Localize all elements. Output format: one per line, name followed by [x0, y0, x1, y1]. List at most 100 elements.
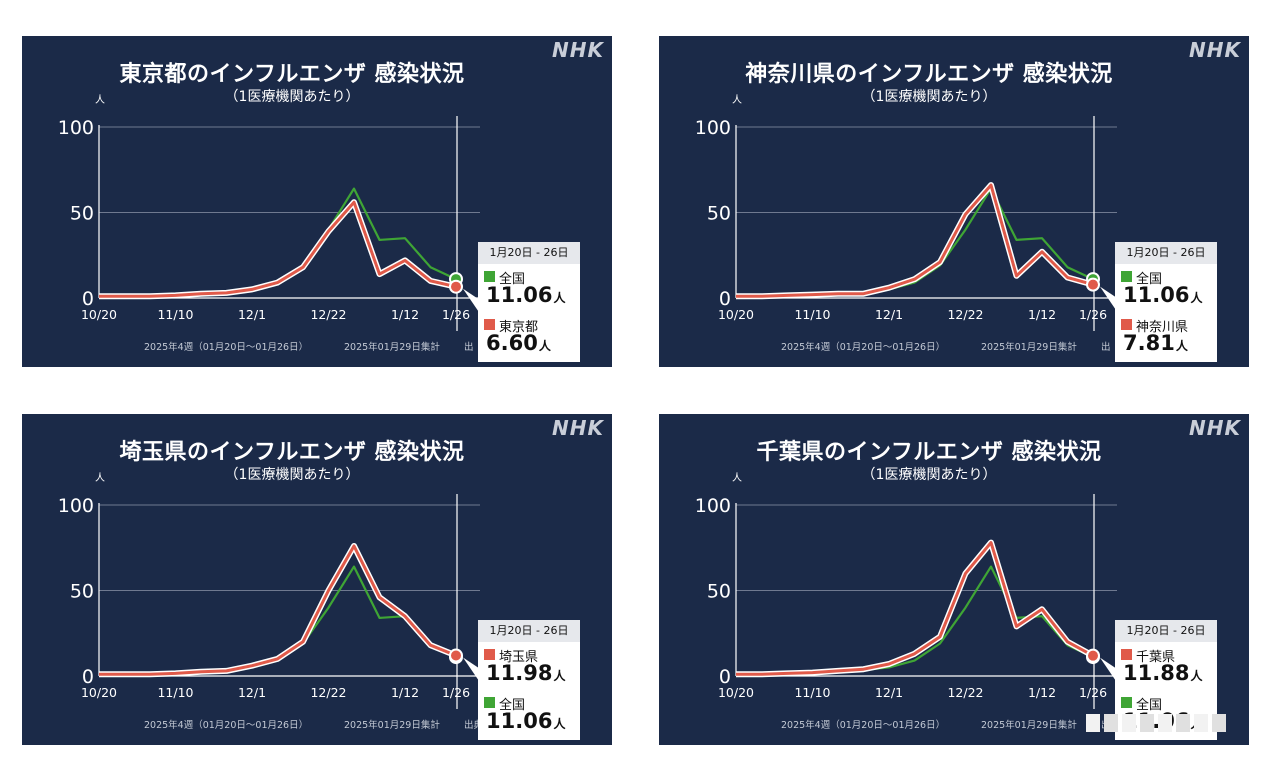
local-end-marker — [449, 648, 463, 663]
footer-week: 2025年4週（01月20日～01月26日） — [144, 720, 309, 731]
chart-panel-saitama: 0 50 100 10/20 11/10 12/1 12/22 1/12 1/26 埼玉県のインフ… — [22, 414, 612, 745]
series-line-local — [99, 544, 457, 676]
legend-value-national: 11.06人 — [486, 283, 565, 307]
legend-name-local: 神奈川県 — [1136, 320, 1189, 335]
local-end-marker — [449, 279, 463, 294]
y-tick-label: 50 — [70, 581, 94, 603]
legend-value-number: 11.88 — [1123, 661, 1190, 685]
y-tick-label: 100 — [58, 117, 94, 139]
legend-value-number: 7.81 — [1123, 331, 1175, 355]
legend-value-unit: 人 — [553, 669, 566, 683]
x-tick-label: 10/20 — [81, 685, 117, 700]
series-line-national — [736, 565, 1094, 676]
nhk-logo: NHK — [1189, 38, 1241, 62]
series-line-local-halo — [99, 543, 458, 678]
x-tick-label: 1/26 — [442, 307, 470, 322]
series-line-local — [736, 183, 1094, 298]
chart-plot: 0 50 100 10/20 11/10 12/1 12/22 1/12 1/26 — [695, 494, 1117, 709]
x-tick-label: 1/26 — [1079, 307, 1107, 322]
x-tick-label: 10/20 — [718, 685, 754, 700]
footer-week: 2025年4週（01月20日～01月26日） — [781, 342, 946, 353]
legend-value-local: 11.98人 — [486, 661, 565, 685]
y-tick-label: 100 — [58, 495, 94, 517]
x-tick-label: 1/26 — [442, 685, 470, 700]
legend-value-number: 11.06 — [1123, 283, 1190, 307]
legend-box: 1月20日 - 26日 埼玉県 11.98人 全国 11.06人 — [478, 620, 580, 740]
legend-name-local: 千葉県 — [1136, 650, 1176, 665]
legend-value-number: 11.98 — [486, 661, 553, 685]
y-axis-unit: 人 — [732, 473, 742, 484]
x-tick-label: 12/22 — [947, 307, 983, 322]
legend-pointer — [463, 657, 478, 680]
legend-value-local: 11.88人 — [1123, 661, 1202, 685]
y-tick-label: 50 — [707, 203, 731, 225]
x-tick-label: 12/22 — [310, 307, 346, 322]
y-tick-label: 100 — [695, 495, 731, 517]
footer-date: 2025年01月29日集計 — [981, 720, 1077, 731]
legend-value-national: 11.06人 — [486, 709, 565, 733]
chart-title: 埼玉県のインフルエンザ 感染状況 — [119, 440, 465, 465]
chart-panel-tokyo: 0 50 100 10/20 11/10 12/1 12/22 1/12 1/26 東京都のインフ… — [22, 36, 612, 367]
legend-value-unit: 人 — [538, 339, 551, 353]
legend-swatch-national — [484, 697, 495, 708]
series-line-local — [99, 200, 457, 298]
x-tick-label: 12/22 — [310, 685, 346, 700]
legend-header: 1月20日 - 26日 — [478, 242, 580, 264]
legend-box: 1月20日 - 26日 全国 11.06人 東京都 6.60人 — [478, 242, 580, 362]
chart-plot: 0 50 100 10/20 11/10 12/1 12/22 1/12 1/26 — [695, 116, 1117, 331]
x-tick-label: 12/1 — [238, 307, 266, 322]
chart-subtitle: （1医療機関あたり） — [861, 467, 997, 483]
nhk-logo: NHK — [552, 416, 604, 440]
chart-title: 千葉県のインフルエンザ 感染状況 — [756, 440, 1102, 465]
chart-panel-chiba: 0 50 100 10/20 11/10 12/1 12/22 1/12 1/26 千葉県のインフ… — [659, 414, 1249, 745]
x-tick-label: 12/1 — [238, 685, 266, 700]
x-tick-label: 11/10 — [794, 307, 830, 322]
chart-plot: 0 50 100 10/20 11/10 12/1 12/22 1/12 1/26 — [58, 494, 480, 709]
x-tick-label: 11/10 — [157, 307, 193, 322]
legend-value-unit: 人 — [553, 717, 566, 731]
legend-swatch-local — [484, 319, 495, 330]
chart-panel-kanagawa: 0 50 100 10/20 11/10 12/1 12/22 1/12 1/26 神奈川県のイン… — [659, 36, 1249, 367]
nhk-logo: NHK — [552, 38, 604, 62]
chart-subtitle: （1医療機関あたり） — [224, 89, 360, 105]
x-tick-label: 1/12 — [391, 685, 419, 700]
footer-date: 2025年01月29日集計 — [344, 342, 440, 353]
legend-swatch-local — [1121, 649, 1132, 660]
chart-subtitle: （1医療機関あたり） — [861, 89, 997, 105]
footer-date: 2025年01月29日集計 — [344, 720, 440, 731]
x-tick-label: 10/20 — [718, 307, 754, 322]
legend-body: 埼玉県 11.98人 全国 11.06人 — [478, 642, 580, 740]
legend-name-national: 全国 — [499, 272, 526, 287]
local-end-marker — [1086, 277, 1100, 292]
legend-value-number: 11.06 — [486, 709, 553, 733]
y-tick-label: 0 — [719, 666, 731, 688]
y-tick-label: 100 — [695, 117, 731, 139]
legend-header: 1月20日 - 26日 — [1115, 620, 1217, 642]
y-tick-label: 0 — [82, 666, 94, 688]
legend-value-number: 11.06 — [486, 283, 553, 307]
legend-name-local: 東京都 — [499, 320, 539, 335]
legend-value-unit: 人 — [553, 291, 566, 305]
legend-value-unit: 人 — [1190, 291, 1203, 305]
x-tick-label: 12/1 — [875, 307, 903, 322]
x-tick-label: 1/12 — [391, 307, 419, 322]
legend-header: 1月20日 - 26日 — [1115, 242, 1217, 264]
y-tick-label: 0 — [82, 288, 94, 310]
x-tick-label: 11/10 — [794, 685, 830, 700]
legend-value-local: 7.81人 — [1123, 331, 1188, 355]
legend-value-unit: 人 — [1175, 339, 1188, 353]
x-tick-label: 10/20 — [81, 307, 117, 322]
legend-value-local: 6.60人 — [486, 331, 551, 355]
footer-source: 出 — [464, 342, 474, 353]
footer-week: 2025年4週（01月20日～01月26日） — [781, 720, 946, 731]
legend-pointer — [1100, 286, 1115, 309]
legend-body: 全国 11.06人 神奈川県 7.81人 — [1115, 264, 1217, 362]
legend-name-national: 全国 — [1136, 698, 1163, 713]
y-axis-unit: 人 — [95, 473, 105, 484]
legend-name-local: 埼玉県 — [499, 650, 539, 665]
legend-swatch-national — [1121, 271, 1132, 282]
legend-name-national: 全国 — [499, 698, 526, 713]
legend-box: 1月20日 - 26日 全国 11.06人 神奈川県 7.81人 — [1115, 242, 1217, 362]
footer-week: 2025年4週（01月20日～01月26日） — [144, 342, 309, 353]
local-end-marker — [1086, 648, 1100, 663]
